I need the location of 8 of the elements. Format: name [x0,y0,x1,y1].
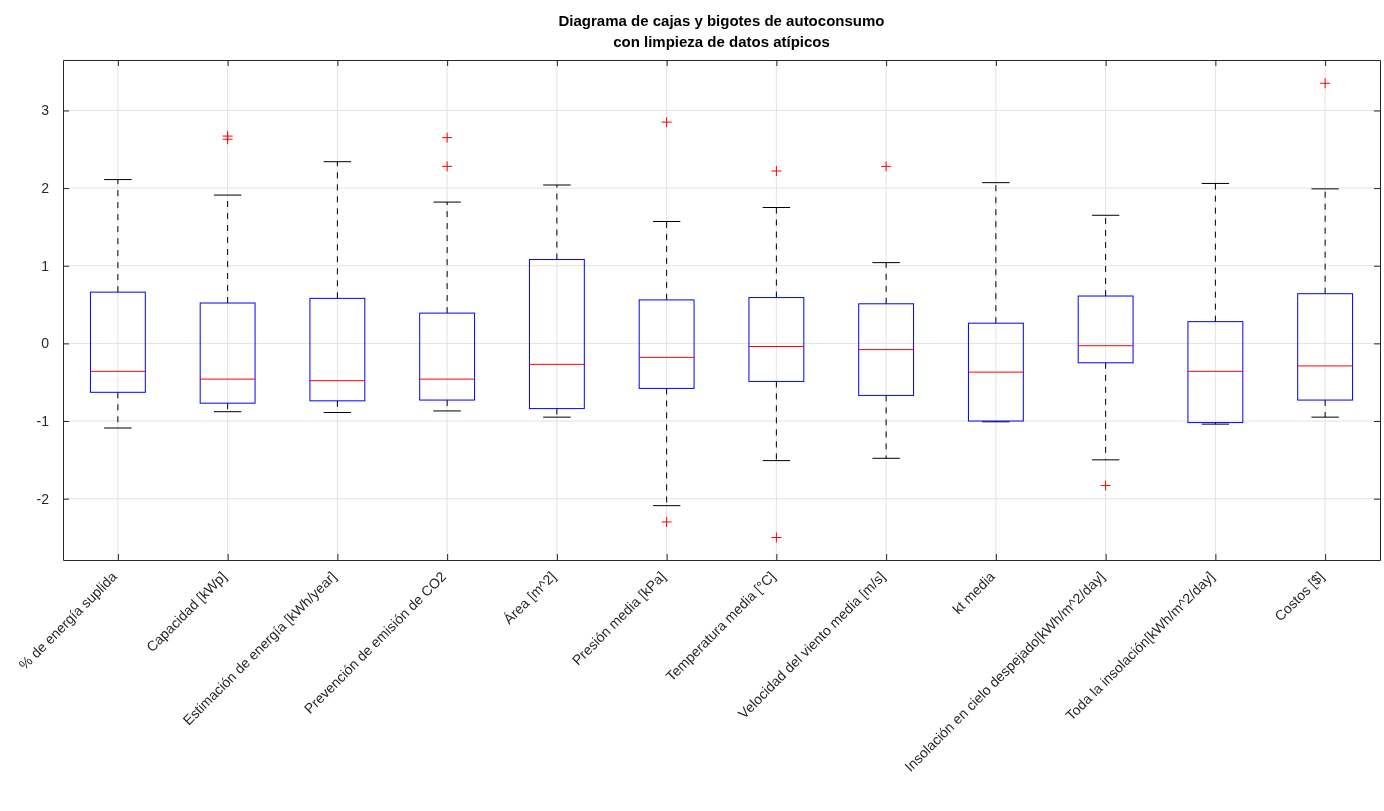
y-tick-label: 2 [41,180,50,197]
chart-title: Diagrama de cajas y bigotes de autoconsumo [558,12,885,29]
y-tick-label: 1 [41,257,50,274]
chart-subtitle: con limpieza de datos atípicos [613,33,830,50]
y-tick-label: -2 [36,490,50,507]
y-tick-label: 3 [41,102,50,119]
y-tick-label: -1 [36,413,50,429]
y-tick-label: 0 [41,335,50,352]
